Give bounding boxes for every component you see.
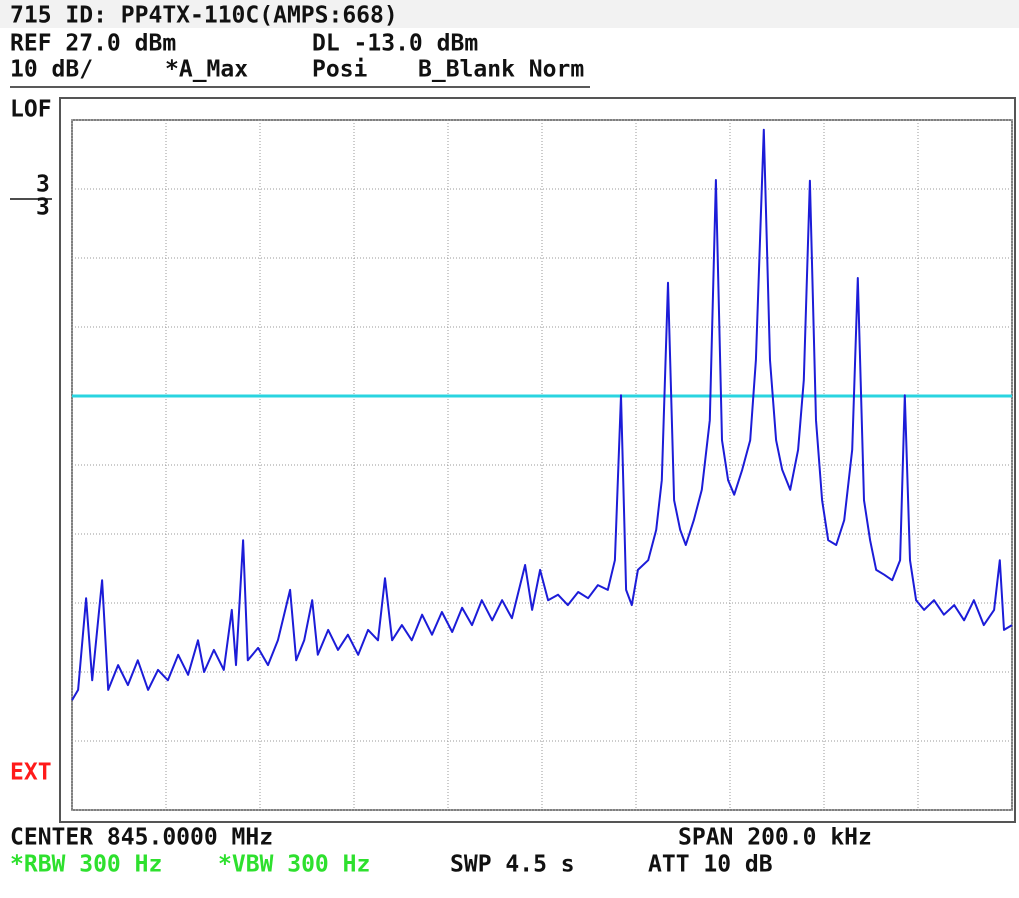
trace [71,128,1013,701]
rbw: *RBW 300 Hz [10,852,162,878]
detector: Posi [312,57,368,83]
plot [71,119,1013,811]
display-line-label: DL -13.0 dBm [312,31,478,57]
span: SPAN 200.0 kHz [678,825,872,851]
sweep: SWP 4.5 s [450,852,575,878]
attenuation: ATT 10 dB [648,852,773,878]
title: 715 ID: PP4TX-110C(AMPS:668) [10,3,398,29]
center-freq: CENTER 845.0000 MHz [10,825,273,851]
ref-level: REF 27.0 dBm [10,31,176,57]
scale: 10 dB/ [10,57,93,83]
lof-label: LOF [10,97,52,123]
trace-b: B_Blank Norm [418,57,584,83]
marker-bottom: 3 [36,195,50,221]
trace-a: *A_Max [165,57,248,83]
marker-top: 3 [36,172,50,198]
frame [59,97,1016,823]
ext-label: EXT [10,760,52,786]
vbw: *VBW 300 Hz [218,852,370,878]
title-bar [0,0,1019,28]
